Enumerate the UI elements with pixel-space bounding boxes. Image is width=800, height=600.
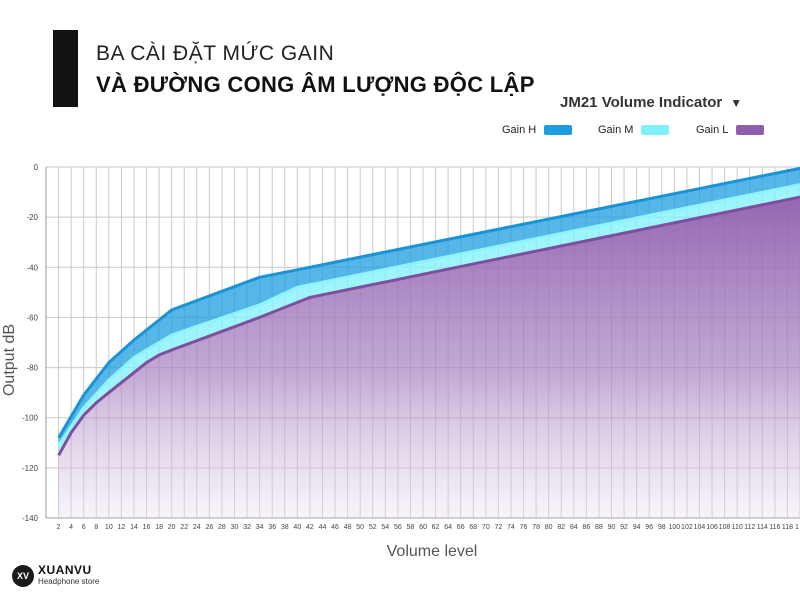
title-accent-bar: [53, 30, 78, 107]
x-tick-label: 6: [82, 524, 86, 531]
line-gain-m: [57, 183, 800, 447]
x-tick-label: 84: [570, 524, 578, 531]
legend-swatch-gain-l: [736, 125, 765, 135]
brand-logo: XV: [12, 565, 34, 587]
x-tick-label: 18: [155, 524, 163, 531]
x-tick-label: 62: [432, 524, 440, 531]
x-tick-label: 80: [545, 524, 553, 531]
x-tick-label: 42: [306, 524, 314, 531]
y-tick-label: -140: [22, 514, 39, 523]
area-gain-l: [58, 197, 800, 518]
chart-title-text: JM21 Volume Indicator: [560, 94, 723, 111]
x-tick-label: 76: [520, 524, 528, 531]
x-tick-label: 38: [281, 524, 289, 531]
x-tick-label: 16: [143, 524, 151, 531]
x-tick-label: 88: [595, 524, 603, 531]
x-tick-label: 118: [782, 524, 793, 531]
y-tick-label: -120: [22, 464, 39, 473]
x-tick-label: 22: [180, 524, 188, 531]
x-tick-label: 4: [69, 524, 73, 531]
y-tick-label: -40: [26, 263, 38, 272]
x-tick-label: 30: [231, 524, 239, 531]
x-tick-label: 24: [193, 524, 201, 531]
x-tick-label: 68: [469, 524, 477, 531]
x-tick-label: 52: [369, 524, 377, 531]
x-tick-label: 66: [457, 524, 465, 531]
x-tick-label: 100: [668, 524, 680, 531]
x-tick-label: 108: [719, 524, 731, 531]
x-tick-label: 116: [769, 524, 780, 531]
x-tick-label: 96: [645, 524, 653, 531]
chart-title[interactable]: JM21 Volume Indicator ▼: [560, 94, 742, 111]
x-tick-label: 56: [394, 524, 402, 531]
x-tick-label: 98: [658, 524, 666, 531]
legend-item-gain-h: Gain H: [502, 124, 573, 136]
x-tick-label: 70: [482, 524, 490, 531]
x-tick-label: 44: [319, 524, 327, 531]
page-title-line-2: VÀ ĐƯỜNG CONG ÂM LƯỢNG ĐỘC LẬP: [96, 72, 535, 97]
x-tick-label: 36: [268, 524, 276, 531]
x-tick-label: 26: [205, 524, 213, 531]
y-tick-label: -100: [22, 414, 39, 423]
x-tick-label: 8: [94, 524, 98, 531]
y-tick-label: -60: [26, 313, 38, 322]
x-tick-label: 10: [105, 524, 113, 531]
x-tick-label: 50: [356, 524, 364, 531]
x-tick-label: 92: [620, 524, 628, 531]
area-gain-h: [58, 168, 800, 446]
x-tick-label: 104: [694, 524, 706, 531]
y-axis-label: Output dB: [1, 324, 18, 396]
x-tick-label: 78: [532, 524, 540, 531]
page-title-line-1: BA CÀI ĐẶT MỨC GAIN: [96, 42, 335, 65]
x-tick-label: 94: [633, 524, 641, 531]
x-tick-label: 14: [130, 524, 138, 531]
x-tick-label: 114: [757, 524, 768, 531]
x-tick-label: 112: [744, 524, 755, 531]
x-tick-label: 86: [582, 524, 590, 531]
legend-label-gain-h: Gain H: [502, 124, 537, 136]
brand-logo-block: XV XUANVU Headphone store: [12, 563, 100, 587]
x-tick-label: 110: [732, 524, 743, 531]
y-tick-label: -80: [26, 364, 38, 373]
x-tick-label: 90: [608, 524, 616, 531]
x-tick-label: 72: [495, 524, 503, 531]
legend-item-gain-m: Gain M: [598, 124, 670, 136]
dropdown-triangle-icon[interactable]: ▼: [730, 96, 743, 110]
legend-swatch-gain-h: [544, 125, 573, 135]
x-tick-label: 46: [331, 524, 339, 531]
x-tick-label: 106: [706, 524, 718, 531]
x-tick-label: 82: [557, 524, 565, 531]
legend-label-gain-m: Gain M: [598, 124, 634, 136]
chart-legend: Gain H Gain M Gain L: [0, 124, 800, 140]
x-tick-label: 34: [256, 524, 264, 531]
x-tick-label: 74: [507, 524, 515, 531]
x-tick-label: 12: [118, 524, 126, 531]
x-tick-label: 60: [419, 524, 427, 531]
brand-name: XUANVU: [38, 563, 92, 577]
legend-label-gain-l: Gain L: [696, 124, 729, 136]
legend-swatch-gain-m: [641, 125, 670, 135]
legend-item-gain-l: Gain L: [696, 124, 765, 136]
x-axis-label: Volume level: [387, 543, 478, 560]
x-tick-label: 48: [344, 524, 352, 531]
y-tick-label: -20: [26, 213, 38, 222]
x-tick-label: 1: [795, 524, 799, 531]
line-gain-l: [57, 195, 800, 457]
x-tick-label: 40: [293, 524, 301, 531]
x-tick-label: 102: [681, 524, 693, 531]
x-tick-label: 20: [168, 524, 176, 531]
x-tick-label: 64: [444, 524, 452, 531]
x-tick-label: 32: [243, 524, 251, 531]
line-gain-h: [57, 166, 800, 439]
x-tick-label: 54: [381, 524, 389, 531]
x-tick-label: 28: [218, 524, 226, 531]
x-tick-label: 58: [407, 524, 415, 531]
x-tick-label: 2: [57, 524, 61, 531]
y-tick-label: 0: [34, 163, 39, 172]
brand-tagline: Headphone store: [38, 577, 100, 586]
